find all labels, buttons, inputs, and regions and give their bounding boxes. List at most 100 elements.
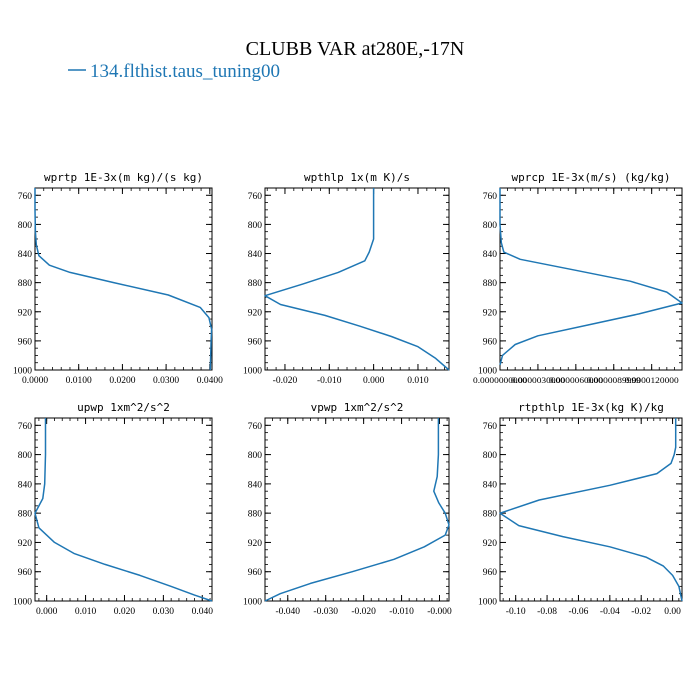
subplot-title: wprtp 1E-3x(m kg)/(s kg) [44, 171, 203, 184]
x-tick-label: 0.010 [407, 376, 429, 386]
x-tick-label: -0.10 [506, 607, 526, 617]
y-tick-label: 880 [18, 510, 33, 520]
x-tick-label: 0.0000089999 [587, 375, 641, 385]
x-tick-label: 0.0200 [109, 376, 135, 386]
x-tick-label: 0.030 [153, 607, 175, 617]
y-tick-label: 1000 [243, 367, 262, 377]
y-tick-label: 880 [18, 279, 33, 289]
y-tick-label: 960 [483, 568, 498, 578]
y-tick-label: 760 [483, 192, 498, 202]
x-tick-label: -0.08 [537, 607, 557, 617]
x-tick-label: -0.04 [600, 607, 620, 617]
x-tick-label: 0.0300 [153, 376, 179, 386]
y-tick-label: 800 [18, 221, 33, 231]
y-tick-label: 800 [483, 451, 498, 461]
series-line [499, 418, 683, 602]
y-tick-label: 800 [248, 221, 263, 231]
subplot-3: wprcp 1E-3x(m/s) (kg/kg) 760 800 840 880 920 9… [473, 171, 683, 385]
x-tick-label: 0.040 [192, 607, 214, 617]
subplot-5: vpwp 1xm^2/s^2 760 800 840 880 920 960 1000 -0.0… [243, 401, 452, 617]
legend-label: 134.flthist.taus_tuning00 [90, 61, 280, 82]
y-tick-label: 760 [248, 192, 263, 202]
y-tick-label: 760 [248, 422, 263, 432]
x-tick-label: 0.0000120000 [625, 375, 679, 385]
x-tick-label: 0.00 [664, 607, 681, 617]
y-tick-label: 920 [248, 539, 263, 549]
y-tick-label: 1000 [478, 367, 497, 377]
y-tick-label: 960 [18, 568, 33, 578]
x-tick-label: 0.000 [36, 607, 58, 617]
y-tick-label: 800 [18, 451, 33, 461]
plot-frame [264, 187, 450, 371]
subplot-title: wpthlp 1x(m K)/s [304, 171, 410, 184]
x-tick-label: -0.030 [313, 607, 338, 617]
subplot-2: wpthlp 1x(m K)/s 760 800 840 880 920 960 1000 -0… [243, 171, 450, 386]
x-tick-label: 0.0000030000 [511, 375, 565, 385]
x-tick-label: -0.020 [273, 376, 298, 386]
y-tick-label: 840 [248, 250, 263, 260]
y-tick-label: 1000 [478, 598, 497, 608]
y-tick-label: 960 [18, 337, 33, 347]
x-tick-label: -0.010 [389, 607, 414, 617]
y-tick-label: 880 [248, 510, 263, 520]
y-tick-label: 840 [248, 480, 263, 490]
plot-frame [499, 187, 683, 371]
y-tick-label: 1000 [13, 367, 32, 377]
series-line [499, 188, 683, 366]
x-tick-label: 0.0000000000 [473, 375, 527, 385]
series-line [264, 188, 450, 371]
y-tick-label: 960 [248, 337, 263, 347]
y-tick-label: 920 [248, 308, 263, 318]
y-tick-label: 960 [248, 568, 263, 578]
x-tick-label: -0.010 [317, 376, 342, 386]
y-tick-label: 920 [18, 539, 33, 549]
y-tick-label: 840 [483, 480, 498, 490]
plot-frame [34, 417, 213, 602]
plot-frame [499, 417, 683, 602]
y-tick-label: 840 [18, 250, 33, 260]
series-line [264, 418, 450, 602]
subplot-title: wprcp 1E-3x(m/s) (kg/kg) [512, 171, 671, 184]
series-line [34, 188, 213, 371]
x-tick-label: 0.0400 [197, 376, 223, 386]
subplot-1: wprtp 1E-3x(m kg)/(s kg) 760 800 840 880 920 9… [13, 171, 223, 386]
figure-title: CLUBB VAR at280E,-17N [246, 38, 465, 60]
y-tick-label: 880 [248, 279, 263, 289]
y-tick-label: 800 [248, 451, 263, 461]
y-tick-label: 920 [483, 539, 498, 549]
x-tick-label: 0.0000060000 [549, 375, 603, 385]
y-tick-label: 1000 [13, 598, 32, 608]
series-line [34, 418, 213, 602]
y-tick-label: 760 [18, 192, 33, 202]
subplot-4: upwp 1xm^2/s^2 760 800 840 880 920 960 1000 0.00… [13, 401, 213, 617]
x-tick-label: -0.02 [631, 607, 651, 617]
x-tick-label: -0.06 [569, 607, 589, 617]
x-tick-label: 0.0000 [22, 376, 48, 386]
x-tick-label: -0.020 [351, 607, 376, 617]
subplot-title: upwp 1xm^2/s^2 [77, 401, 170, 414]
x-tick-label: 0.020 [114, 607, 136, 617]
y-tick-label: 1000 [243, 598, 262, 608]
y-tick-label: 880 [483, 510, 498, 520]
x-tick-label: 0.000 [363, 376, 385, 386]
y-tick-label: 960 [483, 337, 498, 347]
y-tick-label: 800 [483, 221, 498, 231]
subplot-title: vpwp 1xm^2/s^2 [311, 401, 404, 414]
subplot-grid: wprtp 1E-3x(m kg)/(s kg) 760 800 840 880 920 9… [13, 171, 683, 617]
plot-frame [34, 187, 213, 371]
y-tick-label: 880 [483, 279, 498, 289]
x-tick-label: 0.0100 [66, 376, 92, 386]
plot-frame [264, 417, 450, 602]
y-tick-label: 760 [483, 422, 498, 432]
x-tick-label: -0.000 [427, 607, 452, 617]
y-tick-label: 840 [18, 480, 33, 490]
x-tick-label: -0.040 [275, 607, 300, 617]
x-tick-label: 0.010 [75, 607, 97, 617]
y-tick-label: 920 [18, 308, 33, 318]
subplot-6: rtpthlp 1E-3x(kg K)/kg 760 800 840 880 920 960… [478, 401, 683, 617]
y-tick-label: 840 [483, 250, 498, 260]
y-tick-label: 760 [18, 422, 33, 432]
y-tick-label: 920 [483, 308, 498, 318]
subplot-title: rtpthlp 1E-3x(kg K)/kg [518, 401, 664, 414]
